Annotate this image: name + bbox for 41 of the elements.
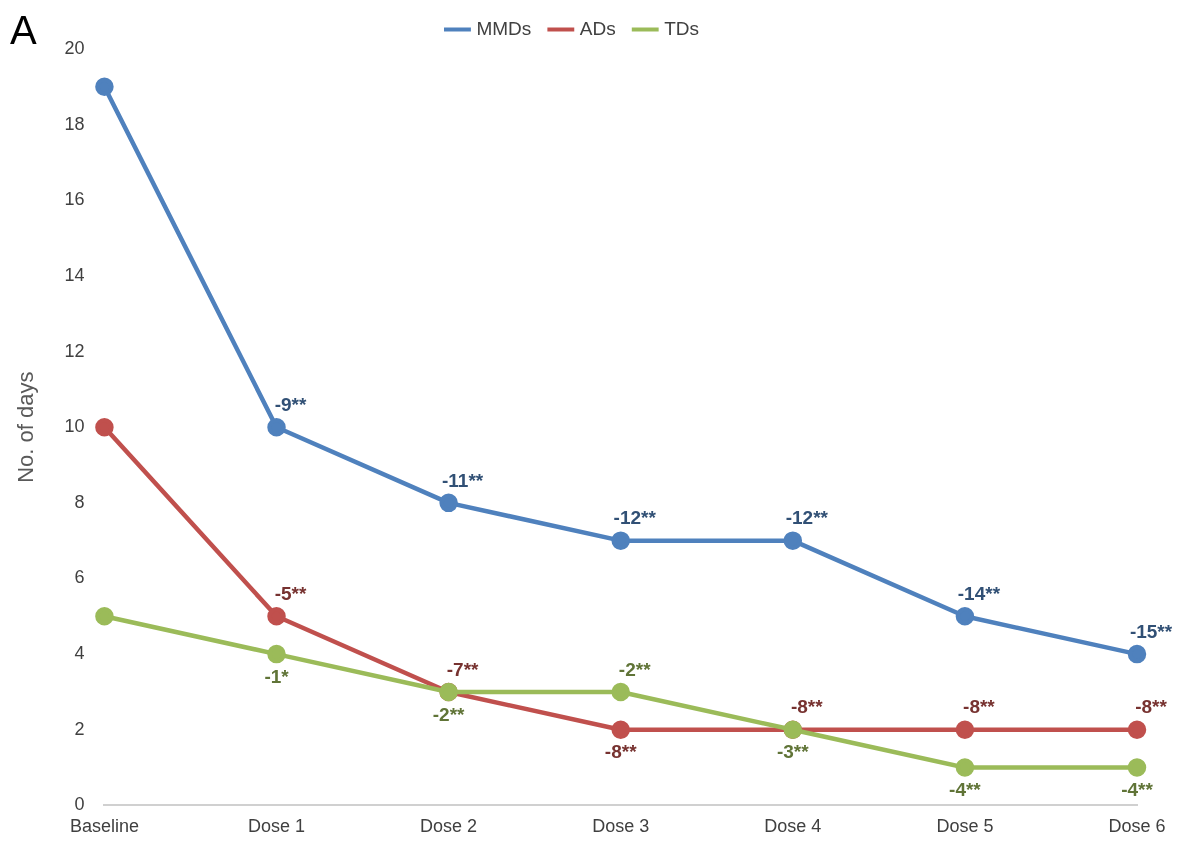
annotation: -12**	[785, 507, 829, 529]
y-tick-label: 16	[64, 189, 85, 210]
y-tick-label: 8	[74, 491, 85, 512]
annotation: -1*	[264, 665, 290, 687]
x-tick-label: Dose 5	[936, 816, 994, 837]
text: A	[10, 8, 37, 53]
x-tick-label: Dose 2	[420, 816, 478, 837]
annotation: -2**	[618, 658, 652, 680]
x-tick-label: Dose 6	[1108, 816, 1166, 837]
y-tick-label: 12	[64, 340, 85, 361]
y-tick-label: 4	[74, 643, 85, 664]
annotation: -15**	[1129, 620, 1173, 642]
annotation: -4**	[1121, 779, 1154, 801]
legend-label: ADs	[579, 17, 616, 39]
annotation: -11**	[442, 469, 484, 491]
x-tick-label: Dose 3	[592, 816, 650, 837]
annotation: -9**	[274, 393, 307, 415]
y-axis-title: No. of days	[13, 371, 39, 483]
x-tick-label: Baseline	[69, 816, 139, 837]
y-tick-label: 6	[74, 567, 85, 588]
annotation: -8**	[790, 696, 824, 718]
x-tick-label: Dose 4	[764, 816, 822, 837]
x-tick-label: Dose 1	[247, 816, 306, 837]
annotation: -14**	[957, 583, 1001, 605]
annotation: -4**	[949, 779, 982, 801]
legend-label: TDs	[664, 17, 700, 39]
annotation: -8**	[1135, 696, 1168, 718]
annotation: -8**	[963, 696, 996, 718]
y-tick-label: 0	[74, 794, 85, 815]
y-tick-label: 2	[74, 718, 85, 739]
annotation: -12**	[613, 507, 657, 529]
annotation: -8**	[604, 741, 638, 763]
y-tick-label: 14	[64, 264, 85, 285]
y-tick-label: 10	[64, 416, 85, 437]
legend-label: MMDs	[476, 17, 532, 39]
y-tick-label: 20	[64, 37, 85, 58]
annotation: -5**	[274, 583, 307, 605]
annotation: -3**	[776, 741, 810, 763]
annotation: -7**	[446, 658, 480, 680]
y-tick-label: 18	[64, 113, 85, 134]
annotation: -2**	[432, 703, 466, 725]
